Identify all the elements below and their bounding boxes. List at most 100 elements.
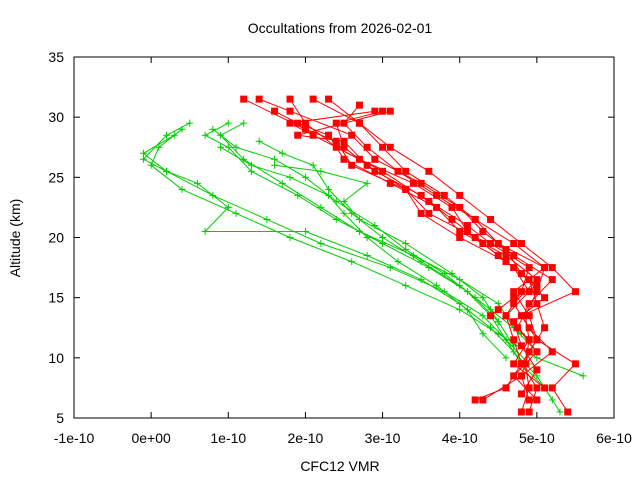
data-point bbox=[510, 240, 518, 248]
data-point bbox=[355, 215, 363, 223]
data-point bbox=[340, 197, 348, 205]
data-point bbox=[533, 288, 541, 296]
data-point bbox=[517, 390, 525, 398]
data-point bbox=[240, 95, 248, 103]
data-point bbox=[541, 384, 549, 392]
data-point bbox=[402, 240, 410, 248]
data-point bbox=[402, 167, 410, 175]
series-red-6 bbox=[340, 101, 549, 416]
data-point bbox=[517, 288, 525, 296]
y-tick-label: 5 bbox=[56, 410, 64, 426]
data-point bbox=[155, 143, 163, 151]
data-point bbox=[487, 215, 495, 223]
data-point bbox=[278, 149, 286, 157]
data-point bbox=[371, 107, 379, 115]
data-point bbox=[286, 119, 294, 127]
data-point bbox=[571, 360, 579, 368]
data-point bbox=[147, 161, 155, 169]
data-point bbox=[448, 270, 456, 278]
data-point bbox=[325, 191, 333, 199]
series-green-8 bbox=[217, 143, 510, 362]
data-point bbox=[163, 131, 171, 139]
data-point bbox=[517, 240, 525, 248]
data-point bbox=[487, 324, 495, 332]
data-point bbox=[510, 348, 518, 356]
data-point bbox=[379, 143, 387, 151]
data-point bbox=[309, 161, 317, 169]
data-point bbox=[379, 167, 387, 175]
series-green-9 bbox=[271, 161, 502, 326]
data-point bbox=[363, 234, 371, 241]
data-point bbox=[139, 149, 147, 157]
data-point bbox=[525, 312, 533, 320]
data-point bbox=[502, 312, 510, 320]
data-point bbox=[471, 234, 479, 241]
data-point bbox=[448, 215, 456, 223]
data-point bbox=[479, 240, 487, 248]
series-line bbox=[258, 140, 522, 335]
data-point bbox=[433, 191, 441, 199]
data-point bbox=[502, 336, 510, 344]
y-tick-label: 10 bbox=[48, 350, 64, 366]
data-point bbox=[525, 300, 533, 308]
data-point bbox=[294, 131, 302, 139]
data-point bbox=[301, 125, 309, 133]
data-point bbox=[541, 294, 549, 302]
data-point bbox=[224, 119, 232, 127]
data-point bbox=[502, 258, 510, 266]
data-point bbox=[286, 95, 294, 103]
data-point bbox=[556, 408, 564, 416]
data-point bbox=[525, 348, 533, 356]
data-point bbox=[533, 348, 541, 356]
data-point bbox=[571, 288, 579, 296]
data-point bbox=[363, 252, 371, 260]
data-point bbox=[541, 264, 549, 272]
data-point bbox=[201, 227, 209, 235]
data-point bbox=[510, 288, 518, 296]
data-point bbox=[363, 179, 371, 187]
data-point bbox=[494, 306, 502, 314]
data-point bbox=[517, 360, 525, 368]
series-red-10 bbox=[294, 107, 541, 320]
data-point bbox=[417, 209, 425, 217]
data-point bbox=[417, 258, 425, 266]
x-axis-label: CFC12 VMR bbox=[300, 458, 379, 474]
data-point bbox=[456, 227, 464, 235]
data-point bbox=[456, 306, 464, 314]
data-point bbox=[178, 125, 186, 133]
data-point bbox=[247, 167, 255, 175]
data-point bbox=[517, 342, 525, 350]
data-point bbox=[271, 155, 279, 163]
data-point bbox=[286, 234, 294, 241]
data-point bbox=[541, 324, 549, 332]
data-point bbox=[525, 288, 533, 296]
data-point bbox=[363, 161, 371, 169]
data-point bbox=[510, 294, 518, 302]
data-point bbox=[325, 185, 333, 193]
data-point bbox=[502, 252, 510, 260]
data-point bbox=[456, 282, 464, 290]
data-point bbox=[271, 161, 279, 169]
data-point bbox=[579, 372, 587, 380]
series-line bbox=[343, 104, 546, 413]
y-tick-label: 35 bbox=[48, 49, 64, 65]
data-point bbox=[533, 366, 541, 374]
data-point bbox=[371, 167, 379, 175]
data-point bbox=[471, 215, 479, 223]
series-line bbox=[289, 98, 530, 401]
data-point bbox=[247, 161, 255, 169]
data-point bbox=[286, 107, 294, 115]
y-tick-label: 20 bbox=[48, 230, 64, 246]
data-point bbox=[348, 258, 356, 266]
data-point bbox=[533, 396, 541, 404]
data-point bbox=[517, 372, 525, 380]
data-point bbox=[510, 252, 518, 260]
data-point bbox=[394, 258, 402, 266]
data-point bbox=[521, 312, 529, 320]
data-point bbox=[355, 101, 363, 109]
data-point bbox=[479, 312, 487, 320]
data-point bbox=[564, 408, 572, 416]
y-axis: 5 10 15 20 25 30 35 bbox=[48, 49, 614, 426]
data-point bbox=[325, 131, 333, 139]
